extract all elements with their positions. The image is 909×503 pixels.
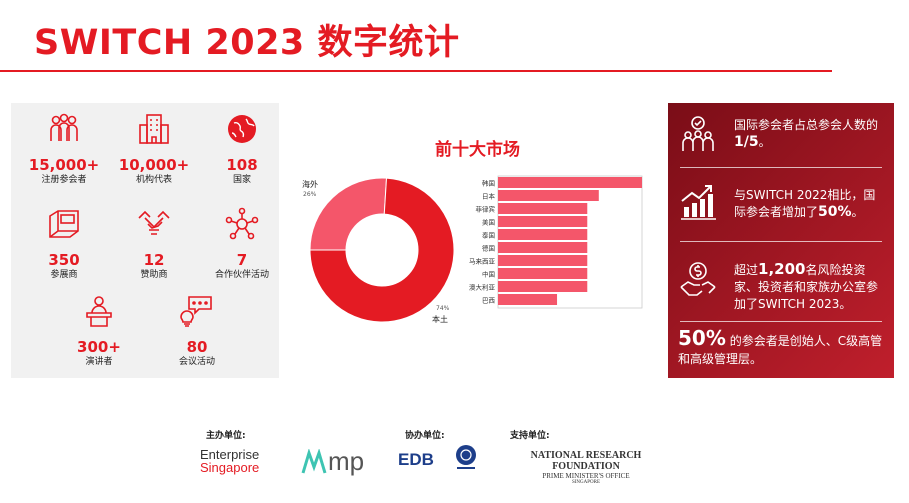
donut-slice-0 xyxy=(309,177,388,251)
stat-value: 350 xyxy=(48,251,80,269)
bar-7 xyxy=(498,268,588,279)
stat-label: 赞助商 xyxy=(140,270,168,280)
handshake-icon xyxy=(138,210,170,235)
co-organizer-label: 协办单位: xyxy=(405,431,445,441)
group-icon xyxy=(50,113,78,141)
stat-value: 15,000+ xyxy=(28,156,100,174)
highlight-text: 超过1,200名风险投资家、投资者和家族办公室参加了SWITCH 2023。 xyxy=(734,260,879,312)
speaker-icon xyxy=(86,296,112,327)
stat-partner-events: 7 合作伙伴活动 xyxy=(197,206,287,281)
stat-value: 300+ xyxy=(77,338,121,356)
highlight-text: 50% 的参会者是创始人、C级高管和高级管理层。 xyxy=(678,326,883,366)
highlights-panel: 国际参会者占总参会人数的1/5。 与SWITCH 2022相比，国际参会者增加了… xyxy=(668,103,894,378)
stats-panel: 15,000+ 注册参会者 10,000+ 机构代表 108 国家 350 参展… xyxy=(11,103,279,378)
globe-icon xyxy=(228,115,256,143)
bar-8 xyxy=(498,281,588,292)
booth-icon xyxy=(49,210,79,238)
bar-label: 日本 xyxy=(482,192,496,201)
host-label: 主办单位: xyxy=(206,431,246,441)
stat-sponsors: 12 赞助商 xyxy=(109,206,199,281)
stat-exhibitors: 350 参展商 xyxy=(19,206,109,281)
chart-title: 前十大市场 xyxy=(435,140,520,160)
edb-logo: EDB xyxy=(398,450,434,469)
circle-badge-logo xyxy=(456,445,476,469)
highlight-text: 与SWITCH 2022相比，国际参会者增加了50%。 xyxy=(734,188,876,220)
page-title: SWITCH 2023 数字统计 xyxy=(34,23,460,63)
bar-5 xyxy=(498,242,588,253)
bar-label: 马来西亚 xyxy=(469,258,496,266)
market-donut-chart xyxy=(309,177,455,323)
people-check-icon xyxy=(682,116,714,151)
stat-label: 参展商 xyxy=(50,270,78,280)
stat-conference-events: 80 会议活动 xyxy=(152,293,242,368)
bar-2 xyxy=(498,203,588,214)
stat-value: 108 xyxy=(226,156,258,174)
stat-label: 合作伙伴活动 xyxy=(214,270,269,280)
donut-label-local: 本土 xyxy=(432,315,448,324)
bar-label: 澳大利亚 xyxy=(469,283,496,292)
bar-label: 巴西 xyxy=(482,297,496,305)
stat-label: 会议活动 xyxy=(178,357,215,367)
donut-slice-1 xyxy=(309,177,455,323)
investor-icon xyxy=(680,262,716,296)
stat-value: 7 xyxy=(236,251,248,269)
stat-value: 80 xyxy=(186,338,208,356)
bar-label: 美国 xyxy=(482,218,495,227)
donut-pct-local: 74% xyxy=(436,305,450,312)
bar-0 xyxy=(498,177,642,188)
building-icon xyxy=(139,114,169,144)
stat-institutions: 10,000+ 机构代表 xyxy=(109,111,199,186)
panel-divider xyxy=(680,241,882,242)
bar-4 xyxy=(498,229,588,240)
bar-label: 中国 xyxy=(482,270,495,279)
network-icon xyxy=(225,207,259,240)
donut-pct-overseas: 26% xyxy=(303,191,317,198)
stat-label: 演讲者 xyxy=(85,357,113,367)
bar-label: 菲律宾 xyxy=(476,205,496,214)
panel-divider xyxy=(680,167,882,168)
imp-mark-icon xyxy=(301,447,327,473)
nrf-logo: NATIONAL RESEARCH FOUNDATION PRIME MINIS… xyxy=(530,450,642,485)
donut-label-overseas: 海外 xyxy=(302,180,318,189)
stat-label: 机构代表 xyxy=(135,175,172,185)
supporter-label: 支持单位: xyxy=(510,431,550,441)
bar-6 xyxy=(498,255,588,266)
bar-label: 韩国 xyxy=(482,179,495,188)
imp-logo: mp xyxy=(300,446,364,477)
panel-divider xyxy=(680,321,882,322)
stat-label: 国家 xyxy=(232,175,251,185)
stat-value: 10,000+ xyxy=(118,156,190,174)
chat-bulb-icon xyxy=(180,296,212,327)
stat-speakers: 300+ 演讲者 xyxy=(54,293,144,368)
stat-label: 注册参会者 xyxy=(41,175,87,185)
growth-chart-icon xyxy=(681,185,716,220)
stat-registrations: 15,000+ 注册参会者 xyxy=(19,111,109,186)
bar-1 xyxy=(498,190,599,201)
enterprise-singapore-logo: Enterprise Singapore xyxy=(200,447,260,475)
highlight-text: 国际参会者占总参会人数的1/5。 xyxy=(734,118,879,150)
bar-9 xyxy=(498,294,558,305)
title-divider xyxy=(0,70,832,72)
stat-countries: 108 国家 xyxy=(197,111,287,186)
bar-3 xyxy=(498,216,588,227)
stat-value: 12 xyxy=(143,251,165,269)
bar-label: 德国 xyxy=(482,244,495,253)
bar-label: 泰国 xyxy=(482,231,495,240)
